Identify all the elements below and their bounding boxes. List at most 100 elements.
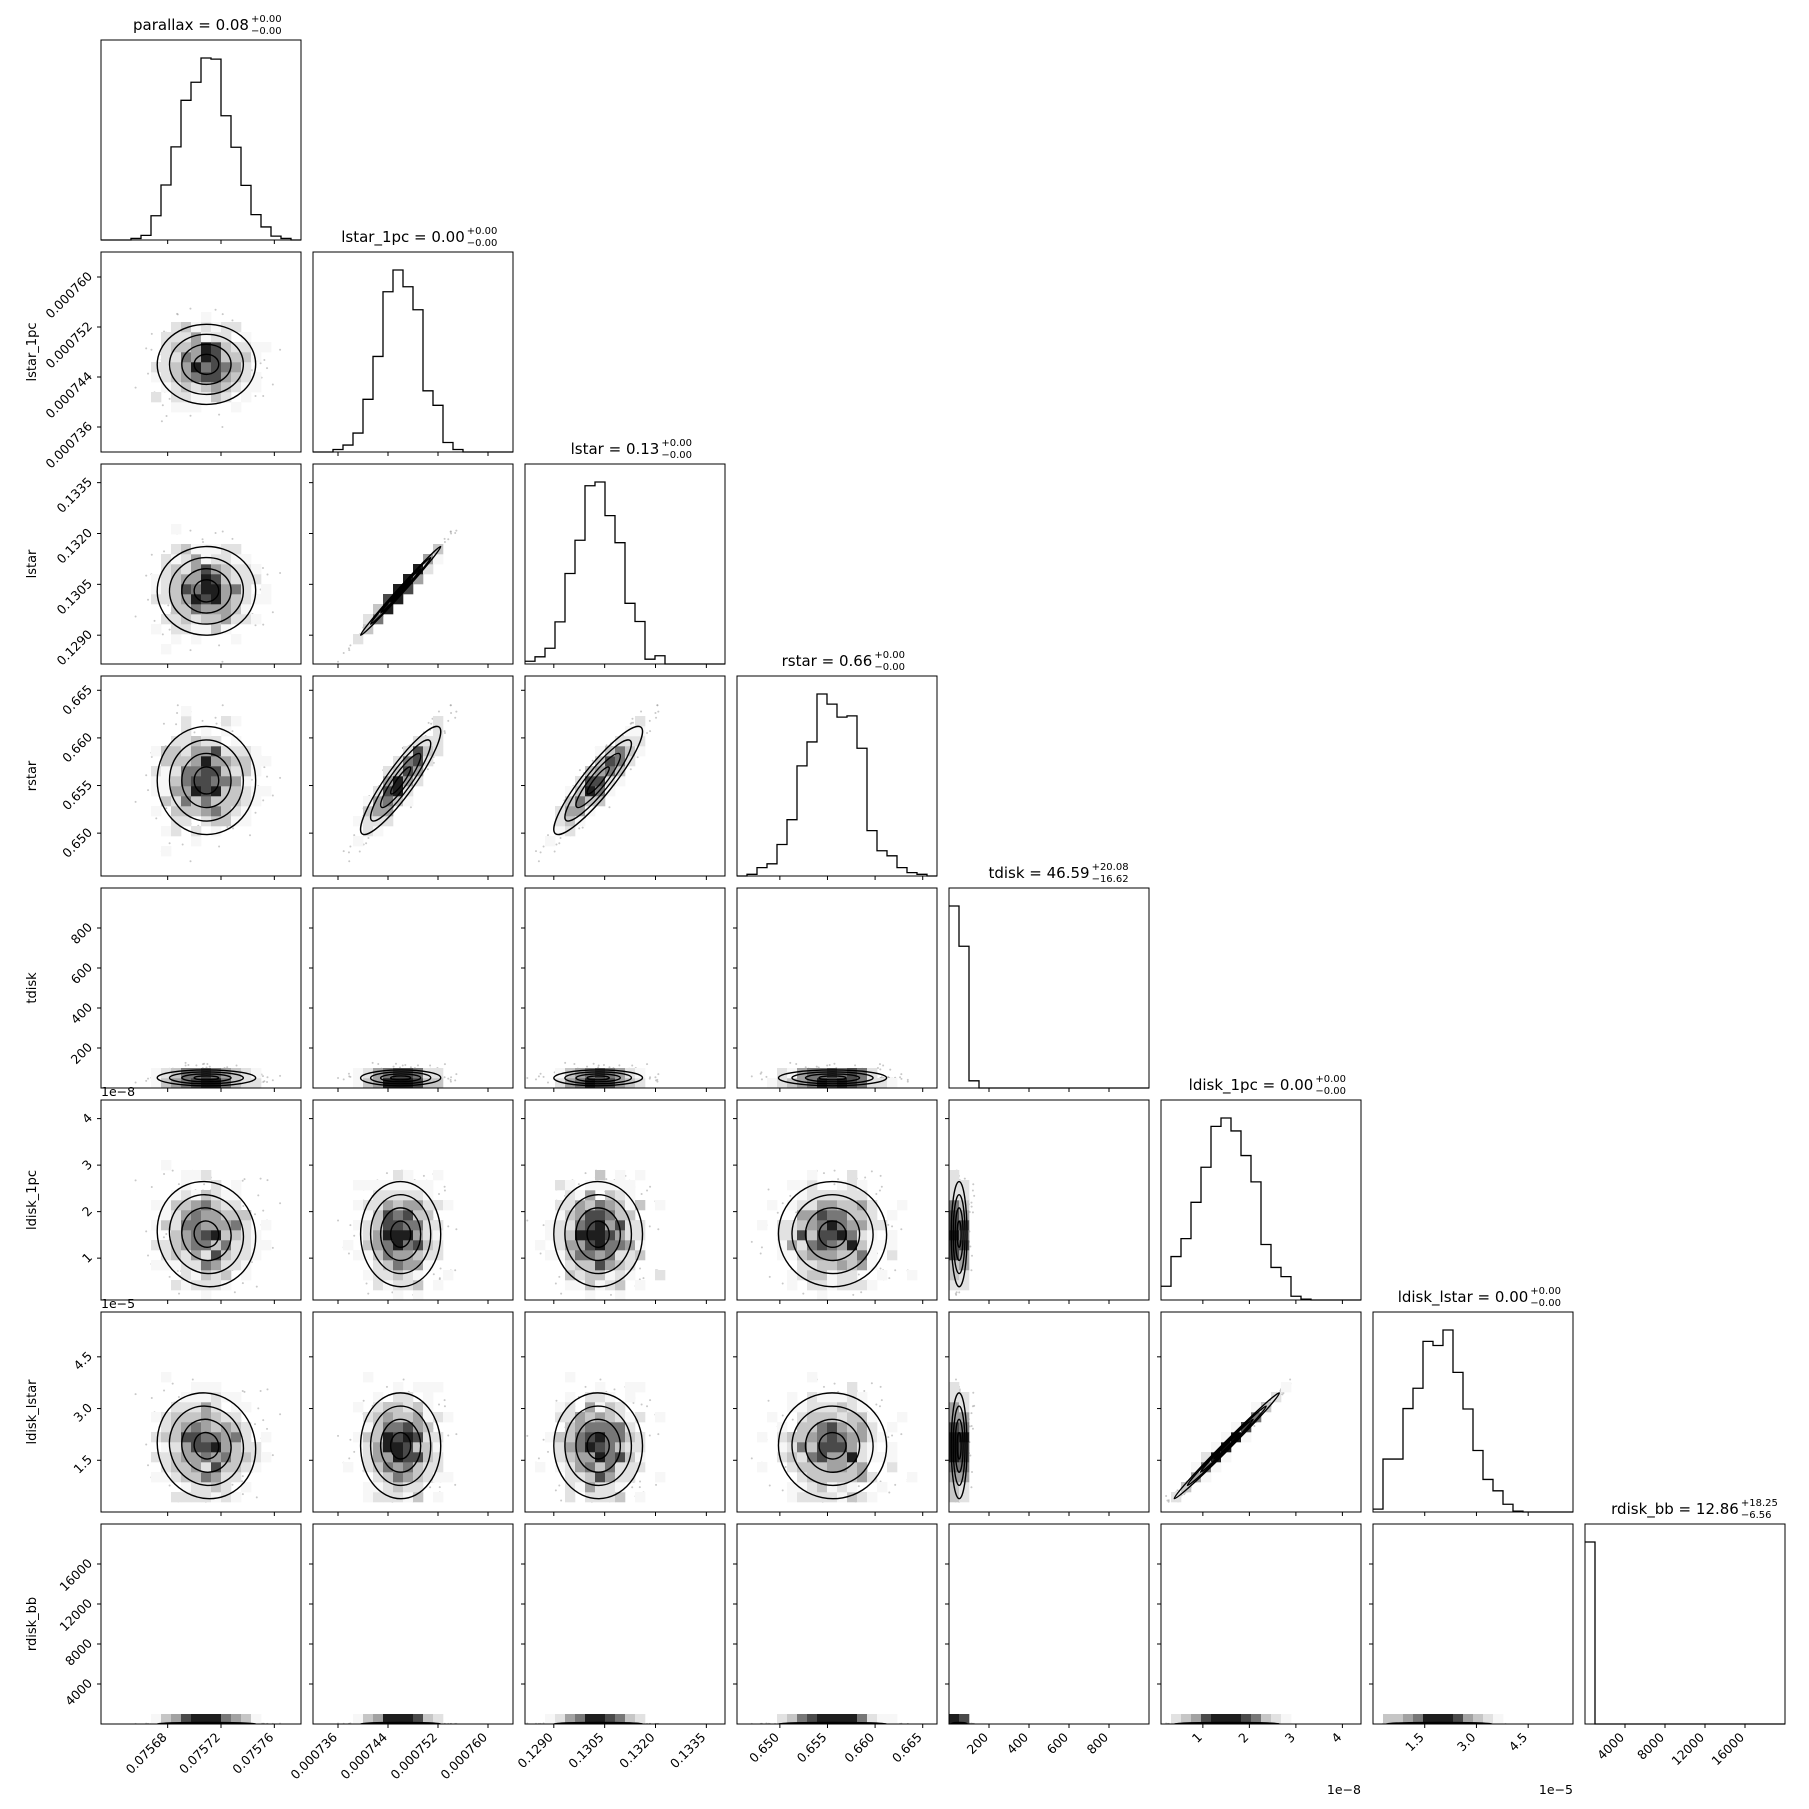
sample-point bbox=[444, 538, 446, 540]
density-cell bbox=[151, 746, 161, 756]
density-cell bbox=[181, 746, 191, 756]
panel-frame bbox=[313, 252, 513, 452]
histogram-parallax: parallax = 0.08 +0.00−0.00 bbox=[101, 14, 301, 240]
sample-point bbox=[450, 531, 452, 533]
density-cell bbox=[171, 746, 181, 756]
sample-point bbox=[540, 1073, 542, 1075]
sample-point bbox=[255, 812, 257, 814]
sample-point bbox=[535, 850, 537, 852]
density-cell bbox=[201, 624, 211, 634]
sample-point bbox=[608, 1066, 610, 1068]
density-cell bbox=[201, 756, 211, 766]
density-cell bbox=[211, 624, 221, 634]
density-cell bbox=[635, 716, 645, 726]
density-cell bbox=[171, 776, 181, 786]
sample-point bbox=[649, 720, 651, 722]
title-plus-parallax: +0.00 bbox=[251, 14, 282, 25]
sample-point bbox=[649, 730, 651, 732]
density-cell bbox=[201, 362, 211, 372]
panel-lstar-1pc-vs-lstar bbox=[313, 464, 513, 664]
title-plus-ldisk-1pc: +0.00 bbox=[1315, 1074, 1346, 1085]
sample-point bbox=[169, 629, 171, 631]
sample-point bbox=[343, 1078, 345, 1080]
density-cell bbox=[201, 786, 211, 796]
title-parallax: parallax = 0.08 bbox=[133, 16, 249, 34]
density-cell bbox=[433, 1078, 443, 1088]
density-cell bbox=[181, 716, 191, 726]
density-cell bbox=[161, 574, 171, 584]
histogram-lstar: lstar = 0.13 +0.00−0.00 bbox=[525, 438, 725, 664]
sample-point bbox=[222, 704, 224, 706]
sample-point bbox=[560, 837, 562, 839]
sample-point bbox=[410, 806, 412, 808]
density-cell bbox=[241, 756, 251, 766]
density-cell bbox=[353, 836, 363, 846]
density-cell bbox=[151, 594, 161, 604]
density-cell bbox=[191, 766, 201, 776]
density-cell bbox=[241, 796, 251, 806]
density-cell bbox=[151, 786, 161, 796]
sample-point bbox=[417, 1064, 419, 1066]
density-cell bbox=[231, 382, 241, 392]
sample-point bbox=[402, 1065, 404, 1067]
density-cell bbox=[211, 322, 221, 332]
density-cell bbox=[211, 544, 221, 554]
title-plus-tdisk: +20.08 bbox=[1092, 862, 1129, 873]
sample-point bbox=[249, 834, 251, 836]
sample-point bbox=[450, 533, 452, 535]
density-cell bbox=[231, 584, 241, 594]
sample-point bbox=[147, 373, 149, 375]
density-cell bbox=[151, 584, 161, 594]
density-cell bbox=[171, 584, 181, 594]
sample-point bbox=[262, 1075, 264, 1077]
density-cell bbox=[161, 644, 171, 654]
histogram-step-parallax bbox=[101, 58, 301, 240]
sample-point bbox=[430, 723, 432, 725]
density-cell bbox=[261, 594, 271, 604]
histogram-rstar: rstar = 0.66 +0.00−0.00 bbox=[737, 650, 937, 876]
sample-point bbox=[215, 532, 217, 534]
sample-point bbox=[195, 1064, 197, 1066]
sample-point bbox=[218, 414, 220, 416]
sample-point bbox=[218, 644, 220, 646]
sample-point bbox=[404, 1064, 406, 1066]
sample-point bbox=[393, 1066, 395, 1068]
density-cell bbox=[251, 382, 261, 392]
sample-point bbox=[444, 730, 446, 732]
sample-point bbox=[555, 843, 557, 845]
density-cell bbox=[251, 766, 261, 776]
sample-point bbox=[232, 827, 234, 829]
sample-point bbox=[582, 827, 584, 829]
histogram-step-ldisk-1pc bbox=[1161, 1118, 1361, 1300]
density-cell bbox=[191, 574, 201, 584]
sample-point bbox=[547, 834, 549, 836]
density-cell bbox=[403, 796, 413, 806]
sample-point bbox=[447, 720, 449, 722]
sample-point bbox=[598, 1065, 600, 1067]
density-cell bbox=[221, 746, 231, 756]
density-cell bbox=[171, 362, 181, 372]
density-cell bbox=[241, 392, 251, 402]
sample-point bbox=[236, 1065, 238, 1067]
sample-point bbox=[543, 1076, 545, 1078]
density-cell bbox=[211, 776, 221, 786]
sample-point bbox=[266, 1076, 268, 1078]
sample-point bbox=[348, 1073, 350, 1075]
sample-point bbox=[343, 652, 345, 654]
density-cell bbox=[201, 746, 211, 756]
sample-point bbox=[221, 426, 223, 428]
density-cell bbox=[231, 564, 241, 574]
sample-point bbox=[655, 1079, 657, 1081]
density-cell bbox=[231, 766, 241, 776]
sample-point bbox=[586, 1066, 588, 1068]
sample-point bbox=[543, 846, 545, 848]
sample-point bbox=[337, 661, 339, 663]
density-cell bbox=[201, 736, 211, 746]
density-cell bbox=[211, 584, 221, 594]
density-cell bbox=[171, 524, 181, 534]
density-cell bbox=[251, 564, 261, 574]
title-minus-lstar: −0.00 bbox=[661, 450, 692, 461]
title-minus-tdisk: −16.62 bbox=[1092, 874, 1129, 885]
sample-point bbox=[455, 1073, 457, 1075]
